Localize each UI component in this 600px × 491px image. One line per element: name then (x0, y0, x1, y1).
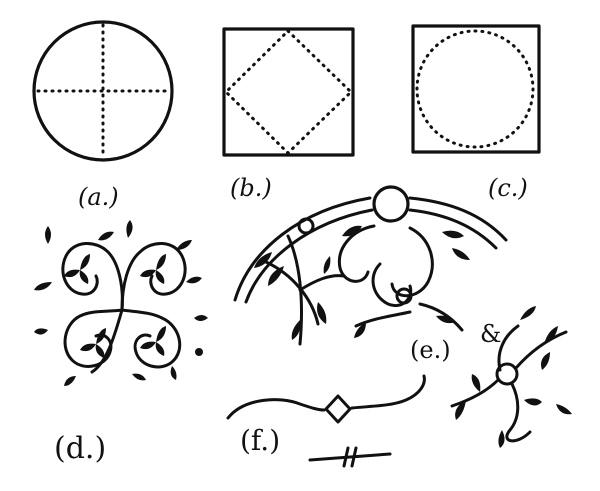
label-b: (b.) (230, 174, 272, 202)
label-f: (f.) (240, 424, 280, 457)
label-c: (c.) (488, 174, 528, 202)
panel-a-drawing (32, 20, 174, 162)
panel-b-drawing (222, 27, 355, 157)
panel-d-drawing (34, 220, 208, 386)
label-e: (e.) (410, 336, 451, 364)
label-d: (d.) (54, 431, 106, 466)
label-a: (a.) (78, 183, 119, 211)
panel-e-drawing (233, 185, 508, 346)
panel-c-drawing (411, 24, 541, 154)
panel-f-drawing (226, 374, 426, 468)
label-amp: & (480, 320, 501, 348)
panel-amp-drawing (450, 306, 572, 448)
